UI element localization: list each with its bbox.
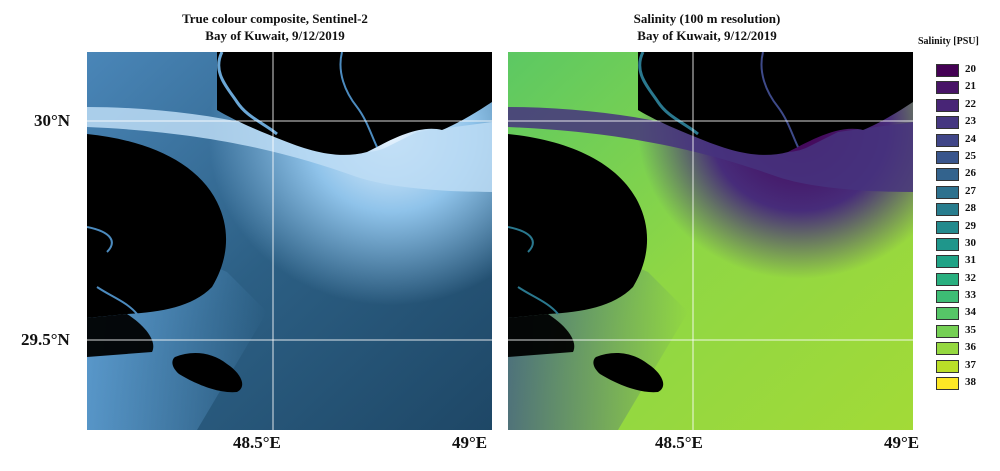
legend-swatch [936, 272, 959, 286]
legend-label: 24 [965, 132, 976, 145]
right-title-line2: Bay of Kuwait, 9/12/2019 [637, 28, 777, 43]
left-title-line2: Bay of Kuwait, 9/12/2019 [205, 28, 345, 43]
legend-label: 36 [965, 341, 976, 354]
legend-label: 34 [965, 306, 976, 319]
legend-swatch [936, 359, 959, 373]
legend-label: 37 [965, 358, 976, 371]
legend-label: 26 [965, 167, 976, 180]
legend-swatch [936, 168, 959, 182]
legend-label: 35 [965, 323, 976, 336]
legend-swatch [936, 307, 959, 321]
west-land [508, 134, 648, 318]
island [593, 352, 664, 393]
legend-label: 23 [965, 115, 976, 128]
lon-label-48-5e-right: 48.5°E [655, 433, 703, 452]
lon-label-49e-right: 49°E [884, 433, 920, 452]
legend-swatch [936, 237, 959, 251]
legend-swatch [936, 324, 959, 338]
legend-label: 30 [965, 236, 976, 249]
legend-swatch [936, 185, 959, 199]
legend-label: 31 [965, 254, 976, 267]
legend-label: 20 [965, 63, 976, 75]
left-title-line1: True colour composite, Sentinel-2 [182, 11, 368, 26]
legend-swatch [936, 255, 959, 269]
legend-swatch [936, 342, 959, 356]
legend-label: 22 [965, 97, 976, 110]
legend-swatch [936, 133, 959, 147]
legend-title: Salinity [PSU] [918, 36, 979, 47]
lon-label-49e-left: 49°E [452, 433, 488, 452]
legend-swatch [936, 150, 959, 164]
legend-swatch [936, 81, 959, 95]
legend-label: 38 [965, 376, 976, 389]
legend-swatch [936, 220, 959, 234]
lon-label-48-5e-left: 48.5°E [233, 433, 281, 452]
island [172, 352, 243, 393]
legend-swatch [936, 377, 959, 391]
legend-swatch [936, 203, 959, 217]
legend-label: 32 [965, 271, 976, 284]
legend-label: 29 [965, 219, 976, 232]
right-map-title: Salinity (100 m resolution) Bay of Kuwai… [502, 10, 912, 44]
west-land [87, 134, 227, 318]
lat-label-29-5n: 29.5°N [21, 330, 70, 349]
right-title-line1: Salinity (100 m resolution) [633, 11, 781, 26]
legend-swatch [936, 98, 959, 112]
salinity-map [508, 52, 913, 430]
legend-label: 33 [965, 289, 976, 302]
legend-label: 25 [965, 149, 976, 162]
legend-swatch [936, 116, 959, 130]
legend-label: 21 [965, 80, 976, 93]
true-colour-map [87, 52, 492, 430]
legend-swatch [936, 290, 959, 304]
legend-label: 28 [965, 202, 976, 215]
lat-label-30n: 30°N [34, 111, 71, 130]
legend-label: 27 [965, 184, 976, 197]
legend-swatch [936, 64, 959, 77]
left-map-title: True colour composite, Sentinel-2 Bay of… [70, 10, 480, 44]
